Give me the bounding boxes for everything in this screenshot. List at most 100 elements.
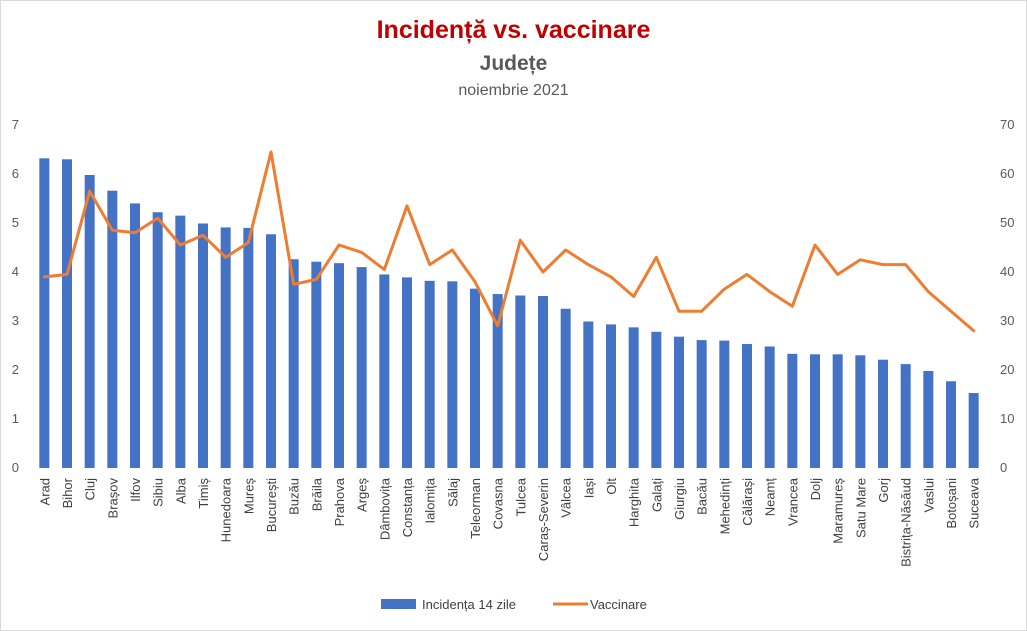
category-label: Olt xyxy=(604,478,619,495)
category-label: Prahova xyxy=(332,477,347,526)
bar xyxy=(968,393,979,468)
bar xyxy=(628,327,639,468)
category-label: Bihor xyxy=(60,477,75,508)
category-label: Satu Mare xyxy=(853,478,868,538)
category-label: Bacău xyxy=(695,478,710,515)
right-tick-label: 70 xyxy=(1000,117,1014,132)
bar xyxy=(198,223,208,468)
bar xyxy=(878,359,888,468)
bar xyxy=(492,294,503,468)
left-tick-label: 0 xyxy=(12,460,19,475)
left-tick-label: 4 xyxy=(12,264,19,279)
bar xyxy=(356,267,367,468)
bar xyxy=(62,159,72,469)
category-label: Dâmbovița xyxy=(377,477,392,540)
bar xyxy=(288,259,299,468)
bar xyxy=(334,263,344,468)
bar xyxy=(447,281,458,468)
category-label: Alba xyxy=(173,477,188,504)
category-label: Timiș xyxy=(196,478,211,509)
category-label: Gorj xyxy=(876,478,891,503)
category-label: Dolj xyxy=(808,478,823,501)
right-tick-label: 60 xyxy=(1000,166,1014,181)
category-label: Maramureș xyxy=(831,478,846,544)
bar xyxy=(538,296,548,468)
category-label: Bistrița-Năsăud xyxy=(899,478,914,567)
bar xyxy=(764,346,775,468)
category-label: Constanța xyxy=(400,477,415,537)
bar xyxy=(266,234,276,468)
category-label: Teleorman xyxy=(468,478,483,539)
bar xyxy=(470,288,480,468)
category-label: Ilfov xyxy=(128,478,143,502)
bar xyxy=(946,381,956,468)
bar xyxy=(787,353,798,468)
bar xyxy=(583,321,594,468)
legend: Incidența 14 zile Vaccinare xyxy=(381,597,647,612)
right-tick-label: 40 xyxy=(1000,264,1014,279)
category-label: Vaslui xyxy=(921,478,936,513)
vaccinare-line xyxy=(42,150,976,333)
x-axis-categories: Arad Bihor Cluj Brașov Ilfov Sibiu Alba Timiș Hu… xyxy=(37,477,981,567)
bar xyxy=(560,308,571,468)
bar-series xyxy=(39,158,979,469)
bar xyxy=(651,331,662,468)
left-tick-label: 5 xyxy=(12,215,19,230)
category-label: Brăila xyxy=(309,477,324,511)
category-label: Mureș xyxy=(241,478,256,515)
category-label: București xyxy=(264,478,279,532)
left-tick-label: 2 xyxy=(12,362,19,377)
category-label: Buzău xyxy=(287,478,302,515)
category-label: Botoșani xyxy=(944,478,959,529)
bar xyxy=(84,174,95,469)
left-tick-label: 3 xyxy=(12,313,19,328)
bar xyxy=(152,212,163,468)
left-y-axis: 0 1 2 3 4 5 6 7 xyxy=(12,117,19,475)
chart-period: noiembrie 2021 xyxy=(458,82,569,99)
bar xyxy=(696,340,707,468)
category-label: Cluj xyxy=(83,478,98,501)
legend-label-incidenta: Incidența 14 zile xyxy=(422,597,516,612)
bar xyxy=(923,370,934,468)
left-tick-label: 1 xyxy=(12,411,19,426)
category-label: Giurgiu xyxy=(672,478,687,520)
line-series xyxy=(42,150,976,333)
bar xyxy=(832,354,843,468)
right-tick-label: 20 xyxy=(1000,362,1014,377)
category-label: Vâlcea xyxy=(559,477,574,518)
bar xyxy=(810,354,820,468)
bar xyxy=(379,274,390,468)
bar xyxy=(130,203,140,468)
bar xyxy=(220,227,231,468)
category-label: Harghita xyxy=(627,477,642,527)
category-label: Brașov xyxy=(105,478,120,519)
left-tick-label: 7 xyxy=(12,117,19,132)
bar xyxy=(606,324,616,468)
category-label: Hunedoara xyxy=(219,477,234,542)
bar xyxy=(900,364,911,468)
category-label: Covasna xyxy=(491,477,506,529)
category-label: Iași xyxy=(581,478,596,498)
right-tick-label: 30 xyxy=(1000,313,1014,328)
category-label: Vrancea xyxy=(785,477,800,526)
bar xyxy=(243,227,254,468)
category-label: Tulcea xyxy=(513,477,528,516)
category-label: Argeș xyxy=(355,478,370,512)
category-label: Ialomița xyxy=(423,477,438,523)
bar xyxy=(175,215,186,468)
category-label: Arad xyxy=(37,478,52,505)
right-y-axis: 0 10 20 30 40 50 60 70 xyxy=(1000,117,1014,475)
bar xyxy=(402,277,412,468)
legend-label-vaccinare: Vaccinare xyxy=(590,597,647,612)
chart-subtitle: Județe xyxy=(479,52,548,75)
category-label: Călărași xyxy=(740,478,755,526)
bar xyxy=(311,261,322,468)
category-label: Sălaj xyxy=(445,478,460,507)
bar xyxy=(742,344,752,468)
category-label: Galați xyxy=(649,478,664,512)
bar xyxy=(855,355,866,468)
right-tick-label: 10 xyxy=(1000,411,1014,426)
right-tick-label: 50 xyxy=(1000,215,1014,230)
right-tick-label: 0 xyxy=(1000,460,1007,475)
